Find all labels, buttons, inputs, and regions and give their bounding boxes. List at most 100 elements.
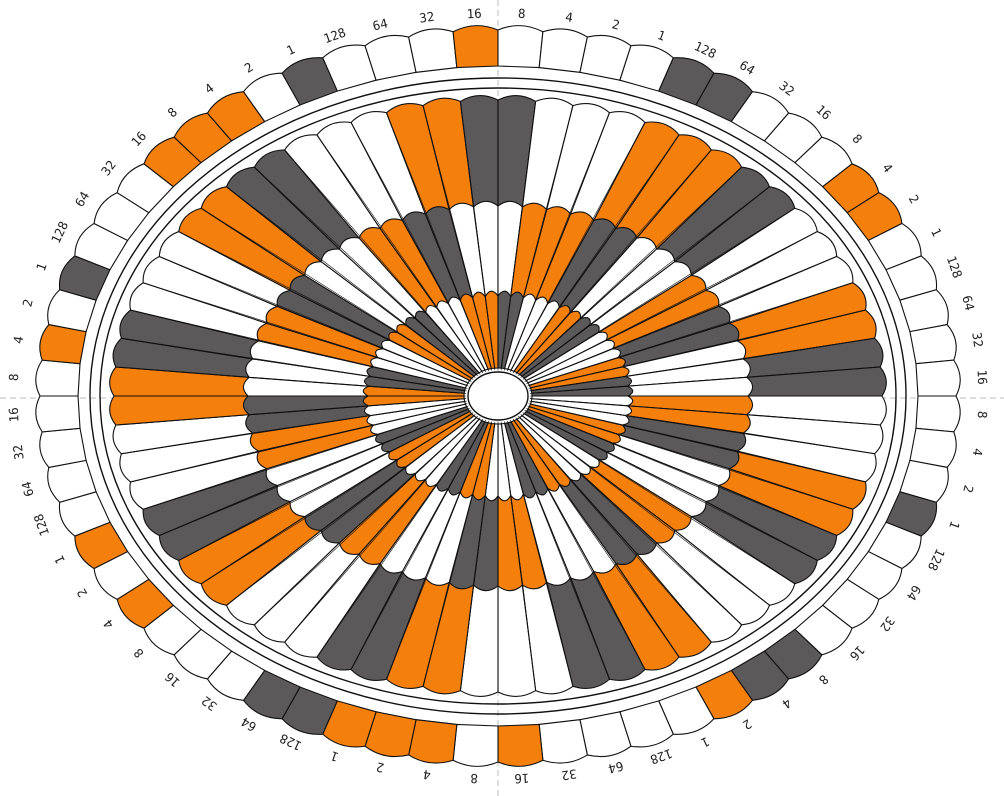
bit-value-label: 2 bbox=[375, 759, 386, 775]
spoke-line bbox=[460, 101, 496, 371]
spoke-line bbox=[522, 412, 795, 585]
bit-value-label: 16 bbox=[813, 102, 834, 123]
outer-bit-ring bbox=[35, 25, 961, 767]
bit-value-label: 16 bbox=[466, 6, 482, 22]
bit-value-label: 32 bbox=[877, 614, 898, 635]
bit-value-label: 1 bbox=[699, 734, 712, 751]
spoke-line bbox=[503, 421, 574, 687]
spoke-line bbox=[284, 417, 481, 643]
bit-value-label: 8 bbox=[164, 104, 180, 120]
spoke-line bbox=[254, 166, 478, 377]
bit-value-label: 128 bbox=[925, 546, 948, 573]
bit-value-label: 2 bbox=[242, 59, 256, 76]
outer-bit-segment bbox=[408, 28, 458, 73]
spoke-line bbox=[529, 366, 881, 394]
spoke-line bbox=[284, 149, 481, 375]
spoke-line bbox=[515, 417, 712, 643]
bit-value-label: 128 bbox=[48, 219, 71, 246]
bit-value-label: 4 bbox=[879, 160, 896, 175]
outer-bit-segment bbox=[915, 395, 961, 433]
spoke-line bbox=[518, 415, 742, 626]
bit-value-label: 1 bbox=[284, 41, 297, 58]
bit-value-label: 8 bbox=[849, 131, 865, 147]
spoke-line bbox=[115, 398, 467, 426]
separator-ring bbox=[89, 77, 907, 715]
spoke-line bbox=[526, 407, 837, 536]
spoke-line bbox=[386, 112, 489, 372]
spoke-line bbox=[422, 421, 493, 687]
bit-value-label: 8 bbox=[816, 672, 832, 688]
spoke-line bbox=[201, 412, 474, 585]
spoke-line bbox=[520, 186, 770, 378]
bit-value-label: 32 bbox=[561, 766, 578, 783]
spoke-line bbox=[386, 420, 489, 680]
bit-value-label: 64 bbox=[959, 294, 977, 312]
bit-value-label: 32 bbox=[776, 78, 797, 99]
bit-value-label: 16 bbox=[975, 369, 991, 385]
bit-value-label: 1 bbox=[33, 261, 50, 273]
radial-spokes bbox=[114, 100, 882, 692]
bit-value-label: 64 bbox=[904, 583, 925, 604]
spoke-line bbox=[121, 400, 467, 455]
bit-value-label: 64 bbox=[607, 758, 625, 776]
spoke-line bbox=[115, 366, 467, 394]
bit-value-label: 64 bbox=[18, 480, 36, 498]
spoke-line bbox=[500, 421, 536, 691]
bit-value-label: 64 bbox=[238, 714, 259, 735]
bit-value-label: 4 bbox=[422, 767, 432, 783]
bit-value-label: 4 bbox=[779, 695, 794, 712]
bit-value-label: 2 bbox=[74, 586, 91, 600]
outer-bit-segment bbox=[452, 723, 499, 767]
spoke-line bbox=[422, 105, 493, 371]
bit-value-label: 2 bbox=[960, 484, 976, 495]
spoke-line bbox=[524, 231, 818, 382]
bit-value-label: 8 bbox=[518, 6, 526, 21]
spoke-line bbox=[226, 186, 476, 378]
bit-value-label: 128 bbox=[321, 25, 347, 47]
spoke-line bbox=[130, 309, 468, 389]
spoke-line bbox=[529, 398, 881, 426]
bit-value-label: 64 bbox=[72, 189, 93, 210]
bit-value-label: 8 bbox=[131, 645, 147, 661]
bit-value-label: 1 bbox=[928, 226, 945, 239]
outer-bit-segment bbox=[39, 427, 87, 469]
bit-value-label: 64 bbox=[737, 57, 758, 78]
spoke-line bbox=[512, 418, 680, 658]
bit-value-label: 1 bbox=[329, 748, 341, 765]
bit-value-label: 128 bbox=[692, 38, 719, 61]
spoke-line bbox=[159, 407, 470, 536]
bit-value-label: 32 bbox=[418, 9, 435, 26]
spoke-line bbox=[512, 134, 680, 374]
bit-value-label: 16 bbox=[162, 669, 183, 690]
bit-value-label: 4 bbox=[10, 335, 26, 345]
bit-value-label: 16 bbox=[6, 407, 22, 423]
spoke-line bbox=[143, 405, 469, 510]
spoke-line bbox=[518, 166, 742, 377]
bit-value-label: 4 bbox=[202, 80, 217, 97]
separator-ellipse-inner bbox=[99, 87, 897, 705]
outer-bit-segment bbox=[909, 323, 957, 365]
spoke-line bbox=[528, 309, 866, 389]
separator-ellipse-outer bbox=[89, 77, 907, 715]
spoke-line bbox=[507, 112, 610, 372]
spoke-line bbox=[316, 134, 484, 374]
bit-value-label: 16 bbox=[847, 643, 868, 664]
spoke-line bbox=[178, 231, 472, 382]
spoke-line bbox=[460, 421, 496, 691]
spoke-line bbox=[527, 282, 853, 387]
bit-value-label: 16 bbox=[514, 771, 530, 787]
bit-value-label: 2 bbox=[19, 297, 35, 308]
bit-value-label: 32 bbox=[969, 331, 986, 348]
spoke-line bbox=[201, 207, 474, 380]
spoke-line bbox=[507, 420, 610, 680]
spoke-line bbox=[254, 415, 478, 626]
spoke-line bbox=[522, 207, 795, 380]
outer-bit-segment bbox=[497, 25, 544, 69]
bit-value-label: 1 bbox=[655, 27, 667, 44]
bit-value-label: 128 bbox=[944, 254, 966, 280]
spoke-line bbox=[500, 101, 536, 371]
bit-value-label: 16 bbox=[128, 128, 149, 149]
spoke-line bbox=[515, 149, 712, 375]
spoke-line bbox=[509, 419, 646, 670]
